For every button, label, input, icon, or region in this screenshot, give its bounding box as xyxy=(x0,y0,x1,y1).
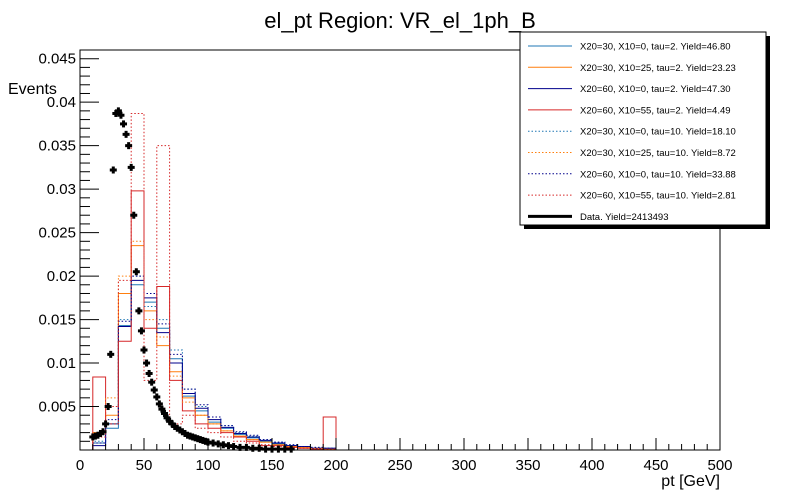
data-point xyxy=(109,166,117,174)
data-point xyxy=(102,420,110,428)
data-point xyxy=(99,428,107,436)
legend-entry-label: X20=30, X10=25, tau=10. Yield=8.72 xyxy=(580,148,736,159)
data-point xyxy=(160,409,168,417)
x-tick-label: 250 xyxy=(387,457,412,474)
series-line-4 xyxy=(92,190,337,450)
legend-entry-label: X20=30, X10=0, tau=10. Yield=18.10 xyxy=(580,127,736,138)
legend-entry-label: X20=60, X10=0, tau=10. Yield=33.88 xyxy=(580,169,736,180)
y-tick-label: 0.035 xyxy=(38,138,76,155)
data-point xyxy=(135,307,143,315)
data-point xyxy=(262,445,270,453)
y-tick-label: 0.025 xyxy=(38,225,76,242)
data-point xyxy=(153,393,161,401)
y-tick-label: 0.045 xyxy=(38,51,76,68)
data-point xyxy=(130,211,138,219)
data-point xyxy=(107,350,115,358)
series-line-7 xyxy=(92,275,337,450)
data-point xyxy=(117,111,125,119)
data-point xyxy=(127,163,135,171)
legend-entry-label: X20=30, X10=0, tau=2. Yield=46.80 xyxy=(580,42,731,53)
series-line-3 xyxy=(92,279,337,450)
x-tick-label: 500 xyxy=(707,457,732,474)
y-axis-label: Events xyxy=(8,81,57,98)
x-tick-label: 200 xyxy=(323,457,348,474)
x-tick-label: 150 xyxy=(259,457,284,474)
chart-title: el_pt Region: VR_el_1ph_B xyxy=(264,8,536,33)
data-point xyxy=(114,107,122,115)
legend-box xyxy=(519,31,767,226)
legend-entry-label: X20=60, X10=55, tau=2. Yield=4.49 xyxy=(580,105,731,116)
data-point xyxy=(274,445,282,453)
x-axis-label: pt [GeV] xyxy=(661,473,720,490)
series-layer xyxy=(92,112,337,450)
legend-entry-label: Data. Yield=2413493 xyxy=(580,212,668,223)
data-point xyxy=(155,400,163,408)
legend-entry-label: X20=30, X10=25, tau=2. Yield=23.23 xyxy=(580,63,736,74)
data-point xyxy=(137,327,145,335)
data-point xyxy=(143,359,151,367)
data-point xyxy=(287,445,295,453)
x-tick-label: 300 xyxy=(451,457,476,474)
data-point xyxy=(120,120,128,128)
y-tick-label: 0.03 xyxy=(47,181,76,198)
y-tick-label: 0.005 xyxy=(38,399,76,416)
data-point xyxy=(145,369,153,377)
x-tick-label: 0 xyxy=(76,457,84,474)
data-point xyxy=(125,142,133,150)
y-tick-label: 0.015 xyxy=(38,312,76,329)
y-tick-label: 0.01 xyxy=(47,355,76,372)
axis-ticks: 0 50 100 150 200 250 300 350 400 450 500 0.005 0.01 0… xyxy=(38,51,732,474)
x-tick-label: 450 xyxy=(643,457,668,474)
legend-entry-label: X20=60, X10=55, tau=10. Yield=2.81 xyxy=(580,191,736,202)
data-point xyxy=(158,405,166,413)
x-tick-label: 400 xyxy=(579,457,604,474)
data-point xyxy=(150,386,158,394)
series-line-1 xyxy=(92,284,337,450)
x-tick-label: 100 xyxy=(195,457,220,474)
series-line-8 xyxy=(92,112,337,450)
data-point xyxy=(249,444,257,452)
y-tick-label: 0.04 xyxy=(47,94,76,111)
data-point xyxy=(132,268,140,276)
data-point xyxy=(140,346,148,354)
series-line-6 xyxy=(92,240,337,450)
data-point xyxy=(148,378,156,386)
legend: X20=30, X10=0, tau=2. Yield=46.80 X20=30,… xyxy=(519,31,770,229)
data-point xyxy=(104,403,112,411)
legend-entry-label: X20=60, X10=0, tau=2. Yield=47.30 xyxy=(580,84,731,95)
data-point xyxy=(122,130,130,138)
x-tick-label: 350 xyxy=(515,457,540,474)
x-tick-label: 50 xyxy=(136,457,153,474)
y-tick-label: 0.02 xyxy=(47,268,76,285)
